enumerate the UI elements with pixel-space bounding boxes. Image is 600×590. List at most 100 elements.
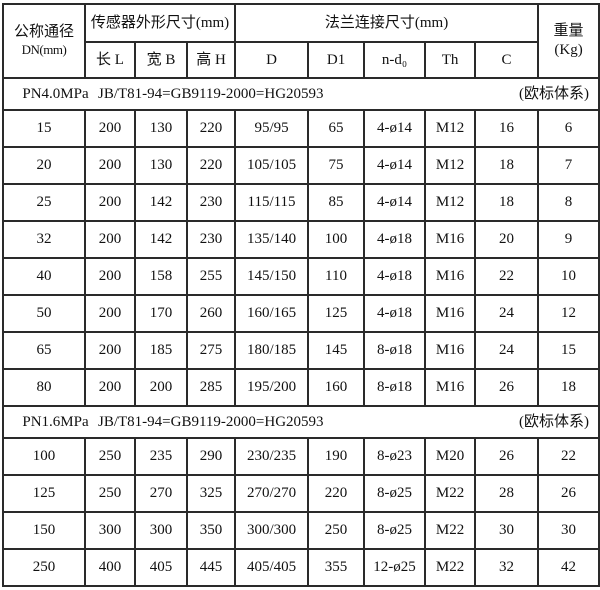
- cell: 10: [537, 257, 600, 296]
- cell: 18: [537, 368, 600, 407]
- cell: 400: [84, 548, 136, 587]
- table-row: 50 200 170 260 160/165 125 4-ø18 M16 24 12: [2, 294, 600, 333]
- cell: 230/235: [234, 437, 310, 476]
- cell: 85: [307, 183, 366, 222]
- pn-section-row: PN4.0MPa JB/T81-94=GB9119-2000=HG20593 (欧标…: [1, 77, 600, 111]
- pn-standard: JB/T81-94=GB9119-2000=HG20593: [98, 413, 324, 430]
- cell: 250: [2, 548, 86, 587]
- cell: 4-ø14: [363, 183, 427, 222]
- cell: 130: [134, 109, 188, 148]
- cell: 4-ø18: [363, 294, 427, 333]
- cell: 160/165: [234, 294, 310, 333]
- cell: 110: [307, 257, 366, 296]
- table-row: 100 250 235 290 230/235 190 8-ø23 M20 26 22: [2, 437, 600, 476]
- cell: 220: [307, 474, 366, 513]
- cell: 200: [84, 146, 136, 185]
- cell: M12: [424, 146, 477, 185]
- cell: M12: [424, 183, 477, 222]
- cell: 255: [185, 257, 237, 296]
- cell: 125: [307, 294, 366, 333]
- cell: 142: [134, 220, 188, 259]
- cell: 6: [537, 109, 600, 148]
- cell: 15: [537, 331, 600, 370]
- cell: 20: [2, 146, 86, 185]
- cell: 135/140: [234, 220, 310, 259]
- cell: 24: [474, 294, 540, 333]
- cell: 28: [474, 474, 540, 513]
- cell: 105/105: [234, 146, 310, 185]
- cell: 30: [537, 511, 600, 550]
- cell: 160: [307, 368, 366, 407]
- cell: 4-ø14: [363, 146, 427, 185]
- table-row: 250 400 405 445 405/405 355 12-ø25 M22 32 42: [2, 548, 600, 587]
- cell: M16: [424, 257, 477, 296]
- cell: 18: [474, 146, 540, 185]
- cell: 185: [134, 331, 188, 370]
- cell: 200: [84, 257, 136, 296]
- header-col-th: Th: [424, 41, 477, 79]
- cell: 8-ø18: [363, 368, 427, 407]
- cell: 8-ø23: [363, 437, 427, 476]
- header-col-d: D: [234, 41, 310, 79]
- cell: 30: [474, 511, 540, 550]
- cell: 4-ø18: [363, 257, 427, 296]
- cell: 145: [307, 331, 366, 370]
- cell: 65: [307, 109, 366, 148]
- cell: 26: [474, 437, 540, 476]
- table-row: 150 300 300 350 300/300 250 8-ø25 M22 30 30: [2, 511, 600, 550]
- cell: 9: [537, 220, 600, 259]
- cell: 12-ø25: [363, 548, 427, 587]
- cell: 200: [84, 294, 136, 333]
- cell: 250: [307, 511, 366, 550]
- cell: 22: [537, 437, 600, 476]
- cell: 32: [2, 220, 86, 259]
- pn-section-cell: PN4.0MPa JB/T81-94=GB9119-2000=HG20593 (欧标…: [1, 77, 600, 111]
- table-row: 15 200 130 220 95/95 65 4-ø14 M12 16 6: [2, 109, 600, 148]
- cell: 75: [307, 146, 366, 185]
- cell: 150: [2, 511, 86, 550]
- table-row: 65 200 185 275 180/185 145 8-ø18 M16 24 15: [2, 331, 600, 370]
- cell: 220: [185, 109, 237, 148]
- cell: 26: [474, 368, 540, 407]
- cell: 270/270: [234, 474, 310, 513]
- pn-section-content: PN1.6MPa JB/T81-94=GB9119-2000=HG20593 (欧标…: [5, 413, 597, 432]
- cell: 12: [537, 294, 600, 333]
- header-weight-line1: 重量: [553, 22, 584, 39]
- cell: 180/185: [234, 331, 310, 370]
- cell: 190: [307, 437, 366, 476]
- pn-label: PN1.6MPa: [22, 413, 89, 430]
- cell: M16: [424, 331, 477, 370]
- cell: 95/95: [234, 109, 310, 148]
- cell: 50: [2, 294, 86, 333]
- cell: 130: [134, 146, 188, 185]
- header-col-c: C: [474, 41, 540, 79]
- cell: M16: [424, 368, 477, 407]
- header-weight-line2: (Kg): [554, 42, 583, 58]
- cell: 42: [537, 548, 600, 587]
- pn-section-cell: PN1.6MPa JB/T81-94=GB9119-2000=HG20593 (欧标…: [1, 405, 600, 439]
- cell: 25: [2, 183, 86, 222]
- cell: 260: [185, 294, 237, 333]
- header-col-width: 宽 B: [134, 41, 188, 79]
- table-row: 32 200 142 230 135/140 100 4-ø18 M16 20 9: [2, 220, 600, 259]
- cell: 230: [185, 220, 237, 259]
- cell: 142: [134, 183, 188, 222]
- cell: 80: [2, 368, 86, 407]
- header-col-height: 高 H: [185, 41, 237, 79]
- cell: 65: [2, 331, 86, 370]
- pn-standard: JB/T81-94=GB9119-2000=HG20593: [98, 85, 324, 102]
- cell: 8: [537, 183, 600, 222]
- cell: 445: [185, 548, 237, 587]
- cell: 200: [84, 183, 136, 222]
- cell: 8-ø25: [363, 511, 427, 550]
- cell: 8-ø25: [363, 474, 427, 513]
- cell: 275: [185, 331, 237, 370]
- header-col-nd0: n-d₀: [363, 41, 427, 79]
- header-flange-group: 法兰连接尺寸(mm): [234, 3, 540, 43]
- cell: 200: [84, 331, 136, 370]
- cell: 200: [134, 368, 188, 407]
- cell: 235: [134, 437, 188, 476]
- cell: M22: [424, 511, 477, 550]
- cell: 200: [84, 109, 136, 148]
